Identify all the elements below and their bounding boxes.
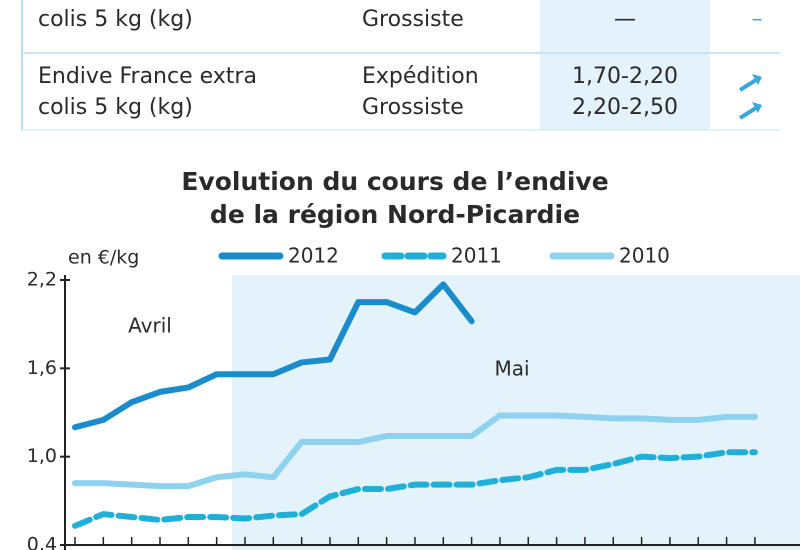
stage: Grossiste <box>362 95 464 120</box>
chart-title: Evolution du cours de l’endive <box>181 167 608 196</box>
chart-title: de la région Nord-Picardie <box>210 200 580 229</box>
series-line <box>72 412 758 490</box>
annotation: Mai <box>494 357 529 381</box>
product: colis 5 kg (kg) <box>38 95 193 120</box>
series-line <box>72 449 758 529</box>
trend-up-icon <box>738 74 762 120</box>
y-tick-label: 1,6 <box>27 357 57 379</box>
legend-label: 2011 <box>451 244 502 268</box>
y-tick-label: 0,4 <box>27 534 57 550</box>
legend-label: 2010 <box>619 244 670 268</box>
product: Endive France extra <box>38 64 257 89</box>
y-tick-label: 1,0 <box>27 445 57 467</box>
price: — <box>614 7 636 32</box>
price: 1,70-2,20 <box>572 64 678 89</box>
y-tick-label: 2,2 <box>27 269 57 291</box>
price: 2,20-2,50 <box>572 95 678 120</box>
price-column-bg <box>540 0 710 130</box>
product: colis 5 kg (kg) <box>38 7 193 32</box>
y-axis-label: en €/kg <box>68 247 139 269</box>
annotation: Avril <box>128 314 172 338</box>
legend-label: 2012 <box>288 244 339 268</box>
trend: – <box>752 7 763 32</box>
stage: Expédition <box>362 64 479 89</box>
series-line <box>72 281 475 431</box>
stage: Grossiste <box>362 7 464 32</box>
